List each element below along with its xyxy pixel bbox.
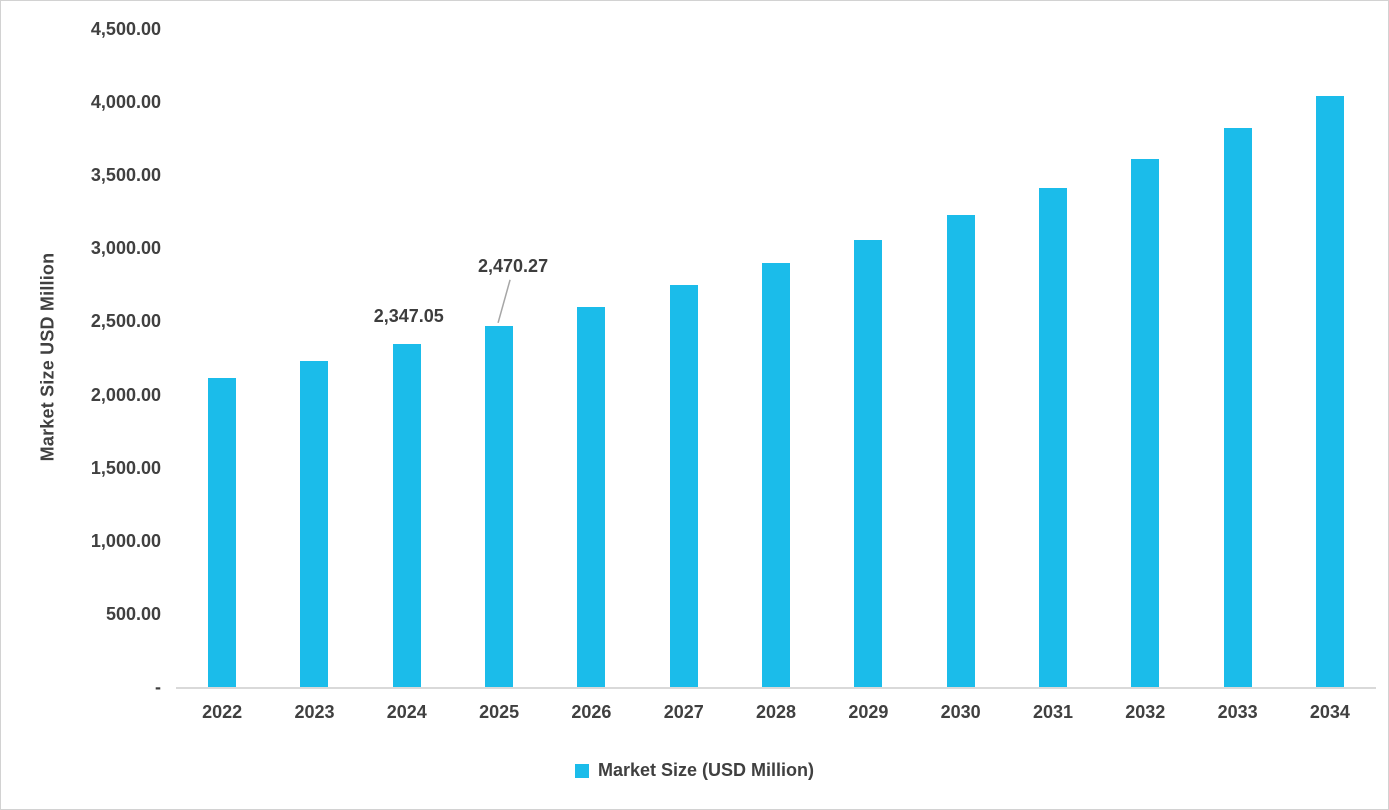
x-tick-label-2027: 2027 (663, 702, 704, 722)
y-tick-label: 3,500.00 (90, 165, 161, 186)
bar-slot-2031 (1007, 29, 1099, 687)
bar-slot-2025 (453, 29, 545, 687)
bar-slot-2030 (915, 29, 1007, 687)
bar-2025 (485, 325, 514, 687)
legend: Market Size (USD Million) (1, 760, 1388, 781)
x-tick-label-2023: 2023 (294, 702, 335, 722)
x-tick-label-2034: 2034 (1309, 702, 1350, 722)
bar-2033 (1223, 128, 1252, 687)
bar-slot-2024 (361, 29, 453, 687)
bar-2030 (946, 214, 975, 687)
bar-2032 (1131, 159, 1160, 687)
x-tick-label-2031: 2031 (1032, 702, 1073, 722)
bar-slot-2033 (1191, 29, 1283, 687)
x-axis-labels: 2022 2023 2024 2025 2026 2027 2028 2029 2030 2031… (176, 702, 1376, 723)
plot-area: 2,347.05 2,470.27 (176, 29, 1376, 689)
bars (176, 29, 1376, 687)
bar-2028 (762, 262, 791, 687)
bar-slot-2027 (638, 29, 730, 687)
bar-slot-2029 (822, 29, 914, 687)
bar-slot-2023 (268, 29, 360, 687)
bar-slot-2028 (730, 29, 822, 687)
legend-label: Market Size (USD Million) (597, 760, 815, 780)
y-tick-label: - (155, 677, 161, 697)
bar-2027 (669, 285, 698, 687)
x-tick-label-2030: 2030 (940, 702, 981, 722)
y-tick-label: 3,000.00 (90, 238, 161, 259)
bar-slot-2022 (176, 29, 268, 687)
bar-2034 (1315, 95, 1344, 687)
x-tick-label-2032: 2032 (1125, 702, 1166, 722)
y-tick-label: 500.00 (105, 603, 161, 624)
x-tick-label-2025: 2025 (479, 702, 520, 722)
x-tick-label-2029: 2029 (848, 702, 889, 722)
x-tick-label-2033: 2033 (1217, 702, 1258, 722)
y-tick-label: 1,500.00 (90, 457, 161, 478)
bar-2022 (208, 378, 237, 687)
bar-2024 (392, 343, 421, 687)
legend-swatch (574, 763, 589, 778)
bar-slot-2026 (545, 29, 637, 687)
y-tick-label: 4,000.00 (90, 92, 161, 113)
bar-slot-2032 (1099, 29, 1191, 687)
y-tick-label: 2,000.00 (90, 384, 161, 405)
bar-slot-2034 (1284, 29, 1376, 687)
y-tick-label: 1,000.00 (90, 530, 161, 551)
y-tick-label: 2,500.00 (90, 311, 161, 332)
bar-2031 (1038, 187, 1067, 687)
x-tick-label-2028: 2028 (756, 702, 797, 722)
bar-2026 (577, 306, 606, 687)
bar-2029 (854, 240, 883, 687)
x-tick-label-2024: 2024 (386, 702, 427, 722)
x-tick-label-2026: 2026 (571, 702, 612, 722)
y-tick-label: 4,500.00 (90, 19, 161, 39)
bar-2023 (300, 361, 329, 687)
y-axis-ticks: 4,500.00 4,000.00 3,500.00 3,000.00 2,500.00… (1, 1, 161, 809)
x-tick-label-2022: 2022 (202, 702, 243, 722)
